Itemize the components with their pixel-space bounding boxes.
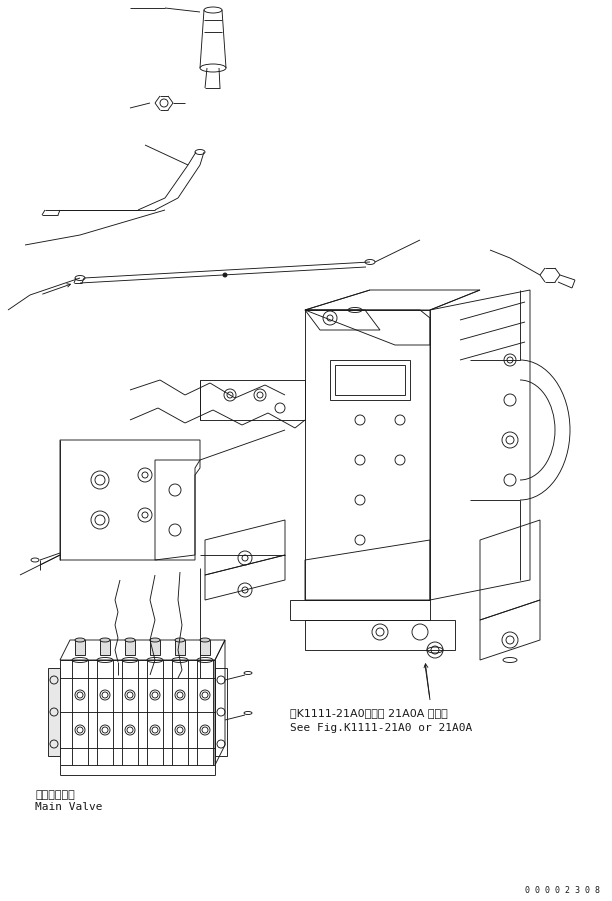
Ellipse shape bbox=[125, 638, 135, 642]
Text: 0 0 0 0 2 3 0 8: 0 0 0 0 2 3 0 8 bbox=[525, 886, 600, 895]
Ellipse shape bbox=[200, 638, 210, 642]
Ellipse shape bbox=[100, 638, 110, 642]
Ellipse shape bbox=[175, 638, 185, 642]
Bar bbox=[215, 668, 227, 756]
Bar bbox=[330, 360, 410, 400]
Bar bbox=[150, 640, 160, 655]
Bar bbox=[75, 640, 85, 655]
Text: Main Valve: Main Valve bbox=[35, 802, 102, 812]
Bar bbox=[125, 640, 135, 655]
Ellipse shape bbox=[150, 638, 160, 642]
Ellipse shape bbox=[75, 638, 85, 642]
Text: See Fig.K1111-21A0 or 21A0A: See Fig.K1111-21A0 or 21A0A bbox=[290, 723, 472, 733]
Bar bbox=[175, 640, 185, 655]
Circle shape bbox=[223, 273, 227, 277]
Text: メインバルブ: メインバルブ bbox=[35, 790, 75, 800]
Bar bbox=[200, 640, 210, 655]
Text: 第K1111-21A0または 21A0A 図参照: 第K1111-21A0または 21A0A 図参照 bbox=[290, 708, 448, 718]
Bar bbox=[100, 640, 110, 655]
Bar bbox=[48, 668, 60, 756]
Bar bbox=[335, 365, 405, 395]
